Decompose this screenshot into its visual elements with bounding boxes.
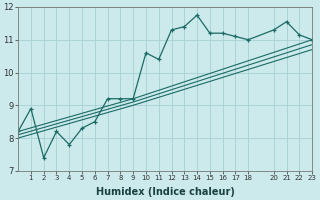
X-axis label: Humidex (Indice chaleur): Humidex (Indice chaleur): [96, 187, 235, 197]
